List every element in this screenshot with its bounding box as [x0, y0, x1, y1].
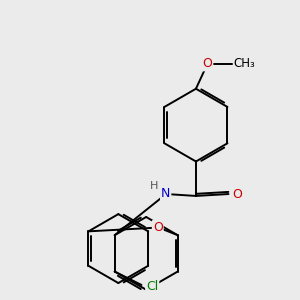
Text: N: N [161, 187, 170, 200]
Text: Cl: Cl [146, 280, 158, 293]
Text: O: O [153, 221, 163, 234]
Text: H: H [150, 181, 158, 190]
Text: CH₃: CH₃ [234, 57, 255, 70]
Text: O: O [232, 188, 242, 200]
Text: O: O [202, 57, 212, 70]
